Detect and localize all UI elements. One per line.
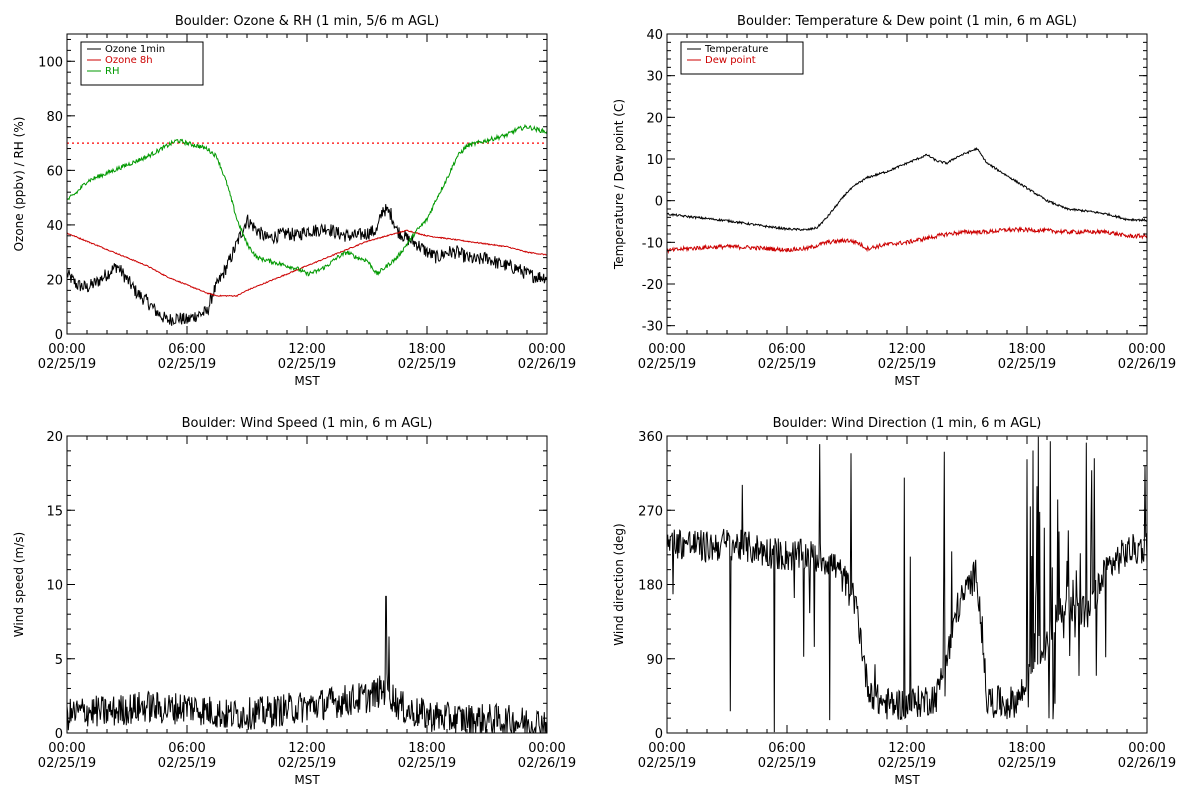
chart-title: Boulder: Wind Speed (1 min, 6 m AGL) [182, 416, 433, 431]
x-tick-label: 18:00 02/25/19 [998, 741, 1056, 771]
x-tick-label: 00:00 02/26/19 [518, 741, 576, 771]
panel-temperature-dewpoint: Boulder: Temperature & Dew point (1 min,… [612, 14, 1176, 388]
series-line-0 [667, 436, 1147, 733]
series-line-0 [67, 595, 547, 733]
x-axis-label: MST [294, 773, 320, 787]
x-axis-label: MST [894, 374, 920, 388]
y-axis-label: Ozone (ppbv) / RH (%) [12, 117, 26, 252]
x-axis-label: MST [894, 773, 920, 787]
y-tick-label: 180 [638, 579, 663, 594]
y-tick-label: 270 [638, 504, 663, 519]
x-tick-label: 00:00 02/26/19 [1118, 741, 1176, 771]
y-tick-label: 0 [55, 328, 63, 343]
chart-title: Boulder: Wind Direction (1 min, 6 m AGL) [773, 416, 1042, 431]
y-axis-label: Wind speed (m/s) [12, 532, 26, 637]
panel-wind-direction: Boulder: Wind Direction (1 min, 6 m AGL)… [612, 416, 1176, 787]
legend-entry: Ozone 8h [105, 55, 153, 66]
y-tick-label: 10 [646, 153, 663, 168]
series-line-dew-point [667, 226, 1147, 255]
x-tick-label: 00:00 02/25/19 [38, 741, 96, 771]
x-tick-label: 00:00 02/26/19 [518, 342, 576, 372]
y-tick-label: 20 [46, 273, 63, 288]
x-tick-label: 12:00 02/25/19 [278, 741, 336, 771]
y-tick-label: 15 [46, 504, 63, 519]
x-tick-label: 06:00 02/25/19 [758, 342, 816, 372]
y-tick-label: 80 [46, 110, 63, 125]
x-tick-label: 06:00 02/25/19 [158, 342, 216, 372]
y-tick-label: 40 [646, 28, 663, 43]
y-tick-label: 20 [646, 111, 663, 126]
series-line-ozone-1min [67, 204, 547, 326]
x-tick-label: 12:00 02/25/19 [878, 741, 936, 771]
legend-box [680, 41, 804, 75]
x-tick-label: 06:00 02/25/19 [158, 741, 216, 771]
chart-title: Boulder: Temperature & Dew point (1 min,… [737, 14, 1077, 29]
y-tick-label: 60 [46, 164, 63, 179]
legend-box [80, 41, 204, 86]
y-axis-label: Temperature / Dew point (C) [612, 99, 626, 270]
x-tick-label: 18:00 02/25/19 [398, 342, 456, 372]
y-tick-label: 30 [646, 70, 663, 85]
x-axis-label: MST [294, 374, 320, 388]
chart-title: Boulder: Ozone & RH (1 min, 5/6 m AGL) [175, 14, 439, 29]
plot-frame [666, 435, 1148, 734]
y-tick-label: 5 [55, 653, 63, 668]
series-line-temperature [667, 146, 1147, 232]
x-tick-label: 00:00 02/25/19 [38, 342, 96, 372]
y-tick-label: 360 [638, 430, 663, 445]
plot-frame [666, 33, 1148, 335]
series-line-ozone-8h [67, 229, 547, 298]
y-tick-label: 0 [655, 727, 663, 742]
y-tick-label: 40 [46, 219, 63, 234]
y-axis-label: Wind direction (deg) [612, 523, 626, 645]
panel-ozone-rh: Boulder: Ozone & RH (1 min, 5/6 m AGL) 0 2… [12, 14, 576, 388]
y-tick-label: 100 [38, 55, 63, 70]
plot-frame [66, 435, 548, 734]
panel-wind-speed: Boulder: Wind Speed (1 min, 6 m AGL) 0 5 10… [12, 416, 576, 787]
y-tick-label: -20 [642, 278, 663, 293]
legend-entry: RH [105, 66, 119, 77]
x-tick-label: 06:00 02/25/19 [758, 741, 816, 771]
x-tick-label: 12:00 02/25/19 [878, 342, 936, 372]
x-tick-label: 00:00 02/25/19 [638, 342, 696, 372]
x-tick-label: 00:00 02/25/19 [638, 741, 696, 771]
x-tick-label: 12:00 02/25/19 [278, 342, 336, 372]
y-tick-label: 0 [655, 195, 663, 210]
x-tick-label: 18:00 02/25/19 [998, 342, 1056, 372]
legend-entry: Temperature [704, 44, 768, 55]
y-tick-label: 10 [46, 579, 63, 594]
x-tick-label: 18:00 02/25/19 [398, 741, 456, 771]
y-tick-label: -30 [642, 320, 663, 335]
legend-entry: Ozone 1min [105, 44, 165, 55]
y-tick-label: -10 [642, 236, 663, 251]
y-tick-label: 20 [46, 430, 63, 445]
x-tick-label: 00:00 02/26/19 [1118, 342, 1176, 372]
series-line-rh [67, 123, 547, 277]
y-tick-label: 0 [55, 727, 63, 742]
legend-entry: Dew point [705, 55, 756, 66]
y-tick-label: 90 [646, 653, 663, 668]
